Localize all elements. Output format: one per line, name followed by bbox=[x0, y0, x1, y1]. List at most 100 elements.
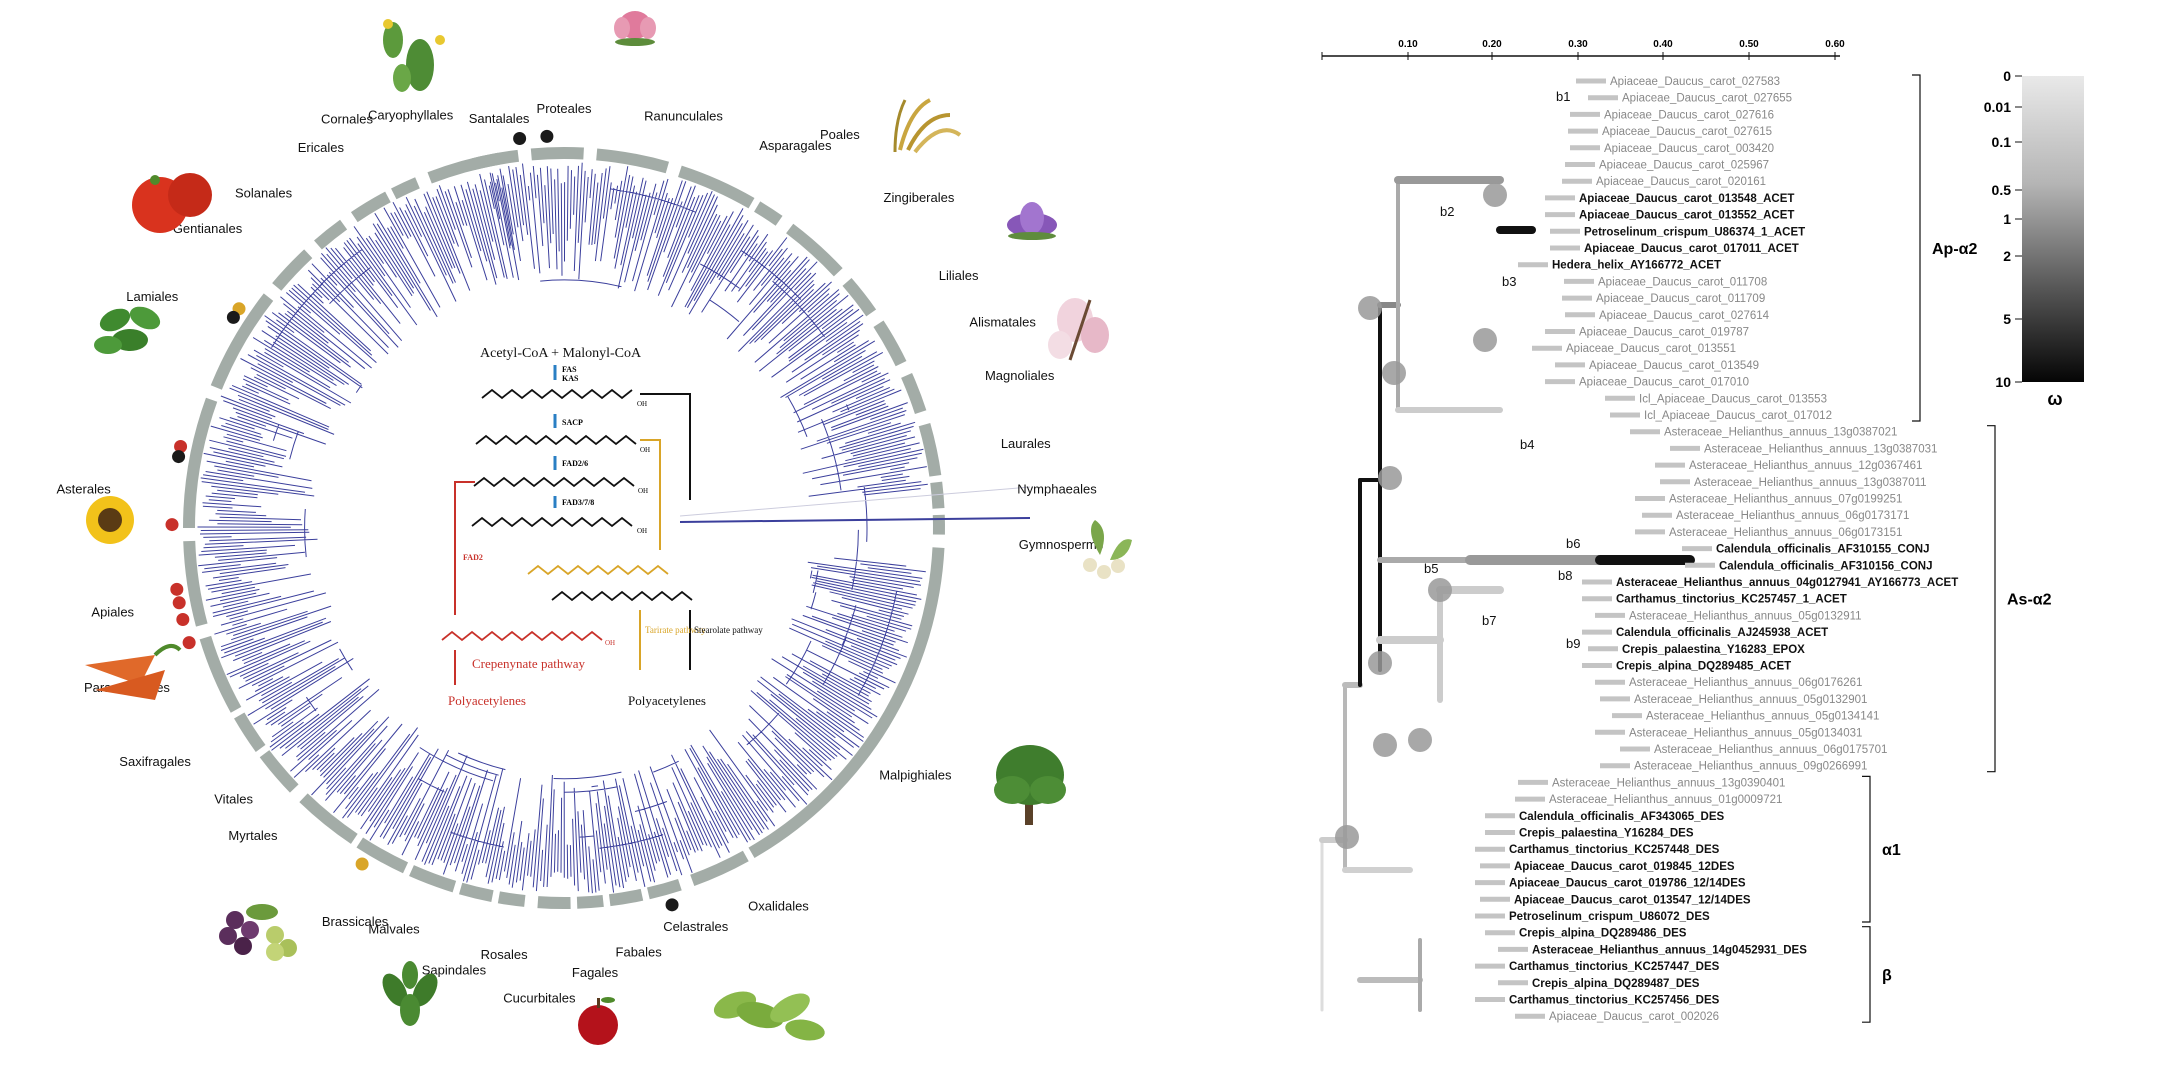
order-label: Caryophyllales bbox=[368, 108, 454, 123]
ring-segment bbox=[692, 856, 746, 880]
order-label: Solanales bbox=[235, 185, 293, 200]
order-label: Malpighiales bbox=[879, 767, 952, 782]
order-label: Asterales bbox=[57, 481, 112, 496]
leaf-label: Crepis_palaestina_Y16284_DES bbox=[1519, 828, 1694, 840]
ring-segment bbox=[265, 754, 295, 789]
leaf-label: Asteraceae_Helianthus_annuus_07g0199251 bbox=[1669, 494, 1902, 506]
lily-picture bbox=[1007, 202, 1057, 240]
leaf-label: Asteraceae_Helianthus_annuus_13g0387021 bbox=[1664, 427, 1897, 439]
trait-dot bbox=[540, 130, 553, 143]
molecule-stearolate bbox=[552, 592, 692, 600]
branch-label: b4 bbox=[1520, 437, 1534, 452]
ring-segment bbox=[847, 282, 871, 313]
polyacetylenes-black: Polyacetylenes bbox=[628, 693, 706, 708]
legend-tick-label: 0.1 bbox=[1992, 134, 2012, 150]
branch-lines bbox=[198, 163, 928, 894]
biosynthesis-pathway: Acetyl-CoA + Malonyl-CoA FAS KAS OH SACP… bbox=[442, 346, 763, 708]
oh-1: OH bbox=[637, 400, 647, 408]
molecule-crepenynate bbox=[442, 632, 602, 640]
leaf-label: Icl_Apiaceae_Daucus_carot_013553 bbox=[1639, 393, 1827, 405]
oh-2: OH bbox=[640, 446, 650, 454]
ring-segment bbox=[538, 902, 571, 903]
lotus-picture bbox=[614, 11, 656, 46]
leaf-label: Calendula_officinalis_AF310156_CONJ bbox=[1719, 560, 1932, 572]
leaf-label: Asteraceae_Helianthus_annuus_06g0175701 bbox=[1654, 744, 1887, 756]
legend-tick-label: 1 bbox=[2003, 211, 2011, 227]
ring-segment bbox=[354, 197, 388, 217]
grapes-picture bbox=[219, 904, 297, 961]
molecule-palmitic bbox=[482, 390, 632, 398]
order-label: Liliales bbox=[939, 268, 979, 283]
trait-dot bbox=[176, 613, 189, 626]
trait-dot bbox=[173, 596, 186, 609]
order-label: Alismatales bbox=[969, 314, 1036, 329]
order-label: Nymphaeales bbox=[1017, 481, 1097, 496]
leaf-label: Apiaceae_Daucus_carot_013549 bbox=[1589, 360, 1759, 372]
axis-tick-label: 0.40 bbox=[1653, 39, 1673, 50]
leaf-label: Apiaceae_Daucus_carot_013552_ACET bbox=[1579, 210, 1794, 222]
enzyme-sacp: SACP bbox=[562, 418, 583, 427]
leaf-label: Crepis_alpina_DQ289487_DES bbox=[1532, 978, 1700, 990]
node-circle bbox=[1408, 728, 1432, 752]
leaf-label: Crepis_alpina_DQ289486_DES bbox=[1519, 928, 1687, 940]
tree-branches bbox=[198, 163, 1031, 894]
leaf-label: Carthamus_tinctorius_KC257448_DES bbox=[1509, 844, 1720, 856]
clade-bracket bbox=[1987, 426, 1995, 772]
node-circle bbox=[1428, 578, 1452, 602]
enzyme-fad2: FAD2 bbox=[463, 553, 483, 562]
leaf-label: Carthamus_tinctorius_KC257456_DES bbox=[1509, 995, 1720, 1007]
order-label: Zingiberales bbox=[884, 190, 955, 205]
legend-tick-label: 2 bbox=[2003, 248, 2011, 264]
axis-tick-label: 0.30 bbox=[1568, 39, 1588, 50]
leaf-label: Apiaceae_Daucus_carot_020161 bbox=[1596, 176, 1766, 188]
leaf-label: Apiaceae_Daucus_carot_027614 bbox=[1599, 310, 1770, 322]
node-circle bbox=[1382, 361, 1406, 385]
leaf-label: Asteraceae_Helianthus_annuus_05g0134031 bbox=[1629, 727, 1862, 739]
ring-segment bbox=[205, 638, 236, 710]
leaf-label: Apiaceae_Daucus_carot_011709 bbox=[1596, 293, 1765, 305]
leaf-label: Carthamus_tinctorius_KC257447_DES bbox=[1509, 961, 1720, 973]
oh-5: OH bbox=[605, 639, 615, 647]
mint-picture bbox=[94, 302, 164, 354]
beans-picture bbox=[710, 986, 826, 1043]
ring-segment bbox=[394, 183, 418, 194]
apple-picture bbox=[578, 997, 618, 1045]
ring-segment bbox=[499, 897, 525, 901]
crepenynate-arrow bbox=[455, 482, 475, 615]
node-circle bbox=[1373, 733, 1397, 757]
order-label: Celastrales bbox=[663, 919, 729, 934]
legend-title: ω bbox=[2047, 389, 2062, 409]
node-circle bbox=[1378, 466, 1402, 490]
leaf-label: Apiaceae_Daucus_carot_027655 bbox=[1622, 93, 1792, 105]
leaf-label: Asteraceae_Helianthus_annuus_12g0367461 bbox=[1689, 460, 1922, 472]
leaf-label: Asteraceae_Helianthus_annuus_13g0387031 bbox=[1704, 443, 1937, 455]
order-label: Laurales bbox=[1001, 436, 1051, 451]
node-circle bbox=[1483, 183, 1507, 207]
leaf-label: Crepis_alpina_DQ289485_ACET bbox=[1616, 661, 1791, 673]
clade-label: Ap-α2 bbox=[1932, 241, 1977, 258]
ring-segment bbox=[879, 324, 902, 364]
molecule-linolenic bbox=[472, 518, 632, 526]
order-labels: SantalalesProtealesRanunculalesAsparagal… bbox=[57, 101, 1104, 1005]
leaf-label: Hedera_helix_AY166772_ACET bbox=[1552, 260, 1721, 272]
axis-tick-label: 0.10 bbox=[1398, 39, 1418, 50]
order-label: Oxalidales bbox=[748, 898, 809, 913]
enzyme-fad378: FAD3/7/8 bbox=[562, 498, 594, 507]
ring-segment bbox=[577, 901, 603, 903]
order-label: Magnoliales bbox=[985, 368, 1055, 383]
ring-segment bbox=[239, 716, 260, 749]
node-circle bbox=[1335, 825, 1359, 849]
leaf-label: Apiaceae_Daucus_carot_002026 bbox=[1549, 1011, 1719, 1023]
legend-tick-label: 10 bbox=[1995, 374, 2011, 390]
molecule-oleic bbox=[476, 436, 636, 444]
ring-segment bbox=[924, 425, 935, 476]
tree-picture bbox=[994, 745, 1066, 825]
order-label: Cornales bbox=[321, 111, 374, 126]
leaf-label: Apiaceae_Daucus_carot_013547_12/14DES bbox=[1514, 894, 1751, 906]
order-label: Santalales bbox=[469, 111, 530, 126]
clade-label: β bbox=[1882, 967, 1892, 984]
ring-segment bbox=[907, 375, 921, 412]
